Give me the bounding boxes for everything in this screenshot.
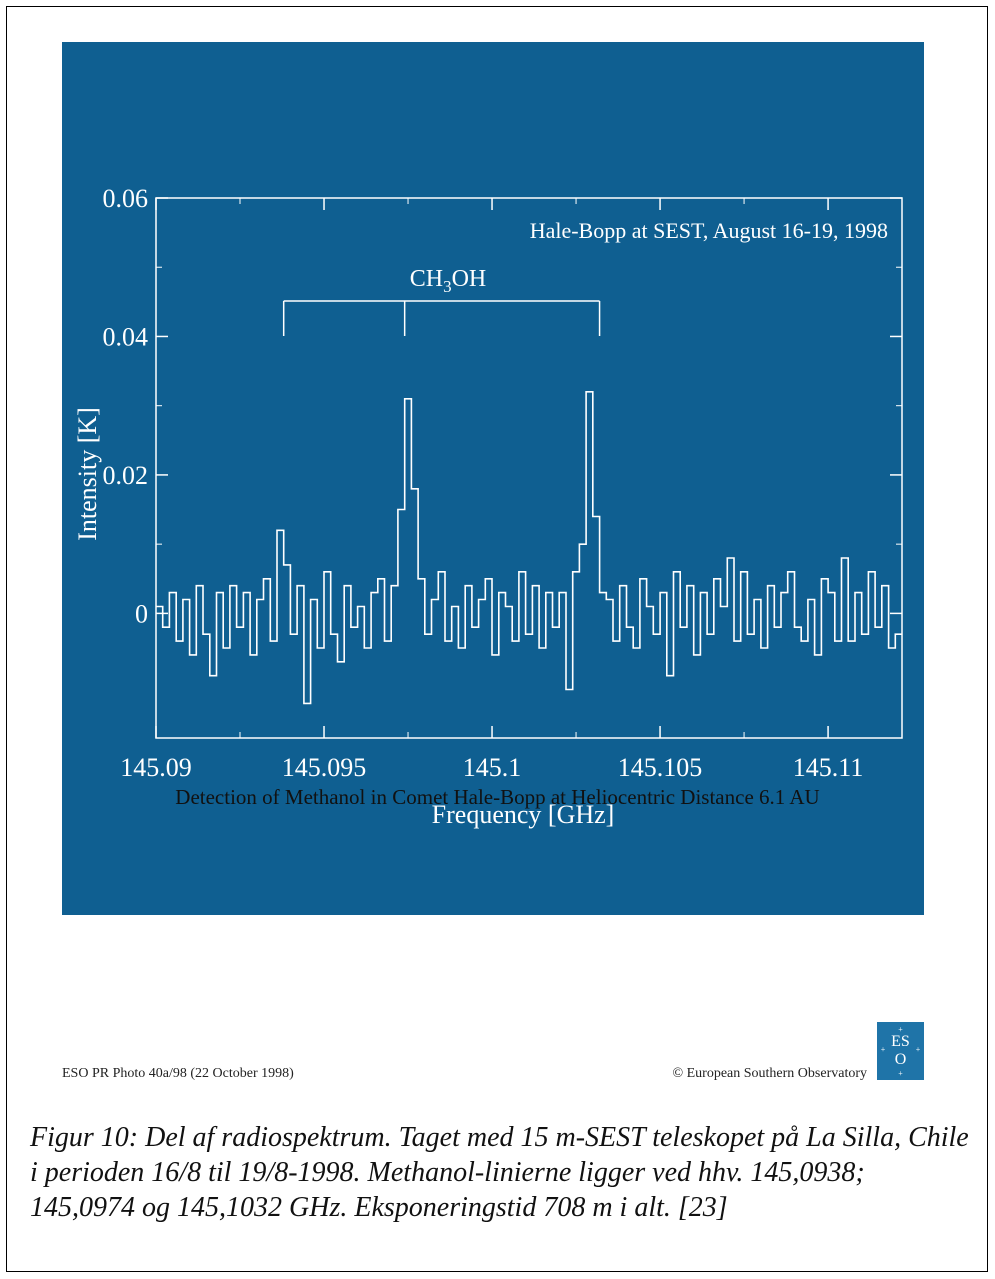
photo-credit: ESO PR Photo 40a/98 (22 October 1998) (62, 1066, 294, 1081)
eso-logo: ES O + + + + (877, 1022, 924, 1080)
svg-text:O: O (895, 1051, 907, 1068)
y-tick-label: 0.04 (103, 322, 149, 351)
figure-frame (6, 6, 988, 1272)
plot-frame (155, 197, 903, 739)
chart-panel: 145.09 145.095 145.1 145.105 145.11 0 0.02 0.04… (62, 42, 924, 915)
axes (155, 197, 903, 739)
copyright-credit: © European Southern Observatory (672, 1066, 867, 1081)
spectrum-line (156, 391, 902, 705)
x-tick-label: 145.105 (618, 753, 703, 782)
x-tick-label: 145.1 (463, 753, 521, 782)
svg-text:+: + (898, 1025, 903, 1034)
x-axis-label: Frequency [GHz] (432, 800, 615, 829)
svg-text:+: + (916, 1045, 921, 1054)
spectrum-chart: 145.09 145.095 145.1 145.105 145.11 0 0.02 0.04… (73, 184, 903, 829)
y-axis-label: Intensity [K] (73, 407, 102, 541)
line-markers (282, 300, 601, 336)
x-tick-label: 145.09 (120, 753, 192, 782)
svg-text:+: + (881, 1045, 886, 1054)
y-tick-label: 0 (135, 599, 148, 628)
figure-caption: Figur 10: Del af radiospektrum. Taget me… (30, 1122, 969, 1223)
x-tick-label: 145.095 (282, 753, 367, 782)
figure-title: Detection of Methanol in Comet Hale-Bopp… (175, 785, 820, 809)
ticks: 145.09 145.095 145.1 145.105 145.11 0 0.02 0.04… (103, 184, 902, 782)
molecule-label: CH3OH (410, 266, 487, 296)
annotation-text: Hale-Bopp at SEST, August 16-19, 1998 (530, 218, 888, 243)
x-tick-label: 145.11 (793, 753, 864, 782)
svg-text:+: + (898, 1069, 903, 1078)
svg-text:ES: ES (891, 1033, 910, 1050)
y-tick-label: 0.06 (103, 184, 149, 213)
y-tick-label: 0.02 (103, 461, 149, 490)
series (156, 391, 902, 705)
